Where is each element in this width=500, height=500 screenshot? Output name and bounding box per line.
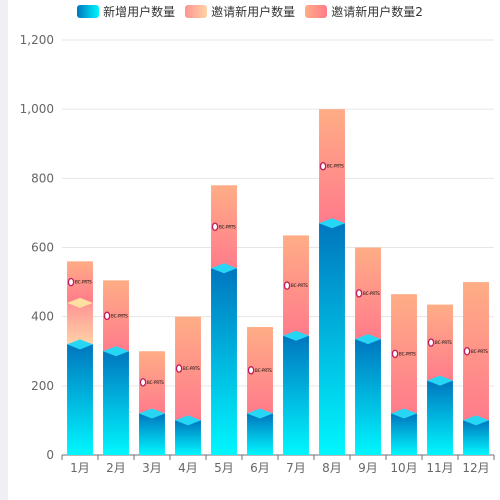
marker-pin [427,338,435,347]
y-tick-label: 200 [31,379,54,393]
marker-pin [247,366,255,375]
data-marker: BC-PRTS [463,346,488,356]
data-marker: BC-PRTS [391,349,416,359]
data-marker: BC-PRTS [427,338,452,347]
x-tick-label: 2月 [106,461,126,475]
x-tick-label: 9月 [358,461,378,475]
legend-label: 新增用户数量 [103,5,176,19]
marker-pin [355,289,363,298]
legend-swatch [185,5,208,18]
x-tick-label: 11月 [426,461,453,475]
bar-top-cap [175,415,201,426]
marker-label: BC-PRTS [75,280,92,285]
data-marker: BC-PRTS [67,277,92,287]
marker-label: BC-PRTS [327,164,344,169]
marker-pin [463,346,471,356]
marker-label: BC-PRTS [471,349,488,354]
data-marker: BC-PRTS [211,222,236,231]
bar-series-1 [427,380,453,455]
bar-series-1 [463,420,489,455]
marker-label: BC-PRTS [219,224,236,229]
data-marker: BC-PRTS [355,289,380,298]
bar-series-1 [139,413,165,455]
legend-swatch [305,5,328,18]
bar-top-cap [463,415,489,426]
bar-series-1 [355,339,381,455]
y-tick-label: 600 [31,241,54,255]
x-tick-label: 7月 [286,461,306,475]
data-marker: BC-PRTS [283,281,308,290]
bar-series-1 [283,335,309,455]
data-marker: BC-PRTS [175,364,200,373]
y-tick-label: 1,000 [20,102,54,116]
bar-top-cap [319,218,345,229]
bar-top-cap [211,263,237,274]
x-tick-label: 1月 [70,461,90,475]
marker-label: BC-PRTS [291,283,308,288]
bar-series-1 [391,413,417,455]
data-marker: BC-PRTS [103,311,128,321]
marker-label: BC-PRTS [363,291,380,296]
bar-top-cap [103,346,129,357]
legend-label: 邀请新用户数量 [211,5,296,19]
x-tick-label: 4月 [178,461,198,475]
x-tick-label: 5月 [214,461,234,475]
data-marker: BC-PRTS [247,366,272,375]
legend-label: 邀请新用户数量2 [331,5,423,19]
marker-pin [211,222,219,231]
bar-series-1 [67,344,93,455]
marker-pin [103,311,111,321]
x-tick-label: 6月 [250,461,270,475]
legend-item-3[interactable]: 邀请新用户数量2 [305,3,423,20]
marker-label: BC-PRTS [255,368,272,373]
bar-top-cap [355,334,381,345]
marker-pin [139,378,147,387]
data-marker: BC-PRTS [319,161,344,171]
marker-pin [391,349,399,359]
bar-top-cap [283,330,309,341]
bar-top-cap [247,408,273,419]
y-tick-label: 1,200 [20,33,54,47]
bar-series-1 [247,413,273,455]
bar-top-cap [391,408,417,419]
bar-series-1 [175,420,201,455]
bar-series-1 [211,268,237,455]
legend-item-1[interactable]: 新增用户数量 [77,3,175,20]
marker-label: BC-PRTS [147,380,164,385]
bar-series-2 [67,302,93,345]
marker-pin [175,364,183,373]
y-tick-label: 0 [46,448,54,462]
y-tick-label: 800 [31,171,54,185]
legend-swatch [77,5,100,18]
y-tick-label: 400 [31,310,54,324]
x-tick-label: 12月 [462,461,489,475]
left-rail [0,0,8,500]
marker-label: BC-PRTS [435,340,452,345]
data-marker: BC-PRTS [139,378,164,387]
bar-series-1 [319,223,345,455]
chart-legend: 新增用户数量 邀请新用户数量 邀请新用户数量2 [0,3,500,20]
x-tick-label: 3月 [142,461,162,475]
bar-top-cap [67,297,93,308]
bar-series-1 [103,351,129,455]
marker-label: BC-PRTS [399,351,416,356]
marker-pin [67,277,75,287]
bar-top-cap [427,375,453,386]
marker-label: BC-PRTS [111,313,128,318]
bar-top-cap [139,408,165,419]
marker-pin [283,281,291,290]
marker-pin [319,161,327,171]
bar-top-cap [67,339,93,350]
x-tick-label: 10月 [390,461,417,475]
marker-label: BC-PRTS [183,366,200,371]
x-tick-label: 8月 [322,461,342,475]
legend-item-2[interactable]: 邀请新用户数量 [185,3,295,20]
